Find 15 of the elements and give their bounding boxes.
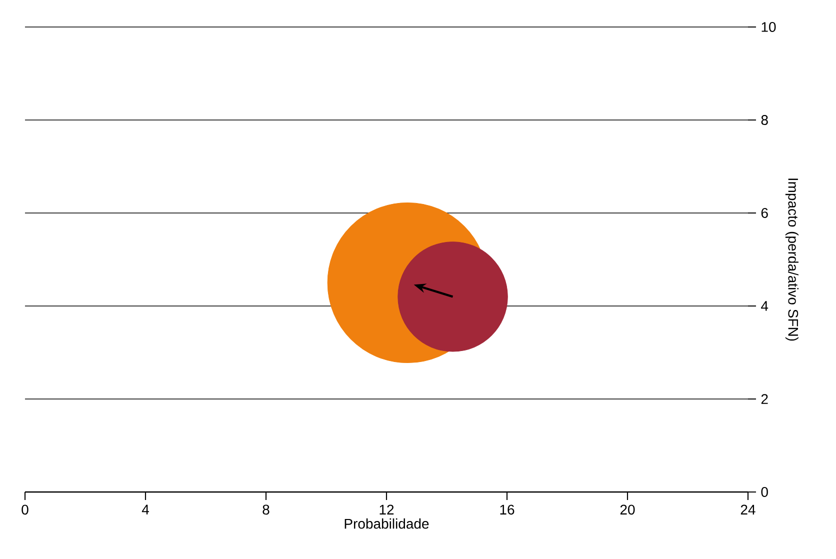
y-tick-label: 10 [762,22,776,32]
y-tick-label: 4 [761,301,768,311]
y-tick-label: 6 [761,208,768,218]
y-tick-label: 8 [761,115,768,125]
x-tick-label: 20 [620,504,635,515]
x-tick-label: 16 [500,504,514,515]
x-tick-label: 0 [22,504,28,515]
x-tick-label: 8 [262,504,270,515]
x-tick-label: 4 [142,504,149,514]
y-axis-title: Impacto (perda/ativo SFN) [785,178,798,341]
x-tick-label: 12 [380,504,394,514]
y-tick-label: 2 [761,394,768,404]
y-tick-label: 0 [761,487,768,497]
x-tick-label: 24 [740,504,756,514]
x-axis-title: Probabilidade [344,518,429,529]
